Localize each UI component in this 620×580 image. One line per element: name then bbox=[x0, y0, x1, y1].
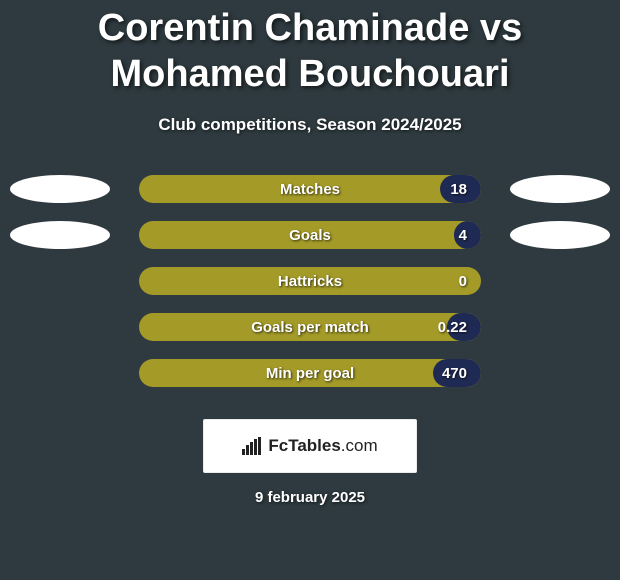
stat-label: Matches bbox=[139, 181, 481, 198]
stat-value-right: 0 bbox=[459, 273, 467, 290]
stat-row: Hattricks0 bbox=[0, 267, 620, 295]
subtitle: Club competitions, Season 2024/2025 bbox=[158, 115, 461, 135]
stat-row: Goals4 bbox=[0, 221, 620, 249]
player-left-ellipse bbox=[10, 221, 110, 249]
stat-row: Matches18 bbox=[0, 175, 620, 203]
player-right-ellipse bbox=[510, 175, 610, 203]
stat-label: Goals bbox=[139, 227, 481, 244]
stat-row: Goals per match0.22 bbox=[0, 313, 620, 341]
stat-bar: Min per goal470 bbox=[139, 359, 481, 387]
source-badge: FcTables.com bbox=[203, 419, 417, 473]
stat-bar: Matches18 bbox=[139, 175, 481, 203]
stat-bar: Goals per match0.22 bbox=[139, 313, 481, 341]
chart-icon bbox=[242, 437, 262, 455]
brand-suffix: .com bbox=[341, 436, 378, 455]
comparison-title: Corentin Chaminade vs Mohamed Bouchouari bbox=[0, 6, 620, 97]
stat-value-right: 4 bbox=[459, 227, 467, 244]
stats-section: Matches18 Goals4 Hattricks0 Goals per match… bbox=[0, 175, 620, 405]
date-label: 9 february 2025 bbox=[255, 489, 365, 506]
stat-label: Min per goal bbox=[139, 365, 481, 382]
stat-label: Hattricks bbox=[139, 273, 481, 290]
stat-value-right: 0.22 bbox=[438, 319, 467, 336]
stat-label: Goals per match bbox=[139, 319, 481, 336]
player-right-ellipse bbox=[510, 221, 610, 249]
stat-bar: Goals4 bbox=[139, 221, 481, 249]
brand-name: FcTables bbox=[268, 436, 340, 455]
stat-value-right: 18 bbox=[450, 181, 467, 198]
content-area: Corentin Chaminade vs Mohamed Bouchouari… bbox=[0, 0, 620, 580]
stat-value-right: 470 bbox=[442, 365, 467, 382]
stat-bar: Hattricks0 bbox=[139, 267, 481, 295]
brand-text: FcTables.com bbox=[268, 436, 377, 456]
stat-row: Min per goal470 bbox=[0, 359, 620, 387]
player-left-ellipse bbox=[10, 175, 110, 203]
